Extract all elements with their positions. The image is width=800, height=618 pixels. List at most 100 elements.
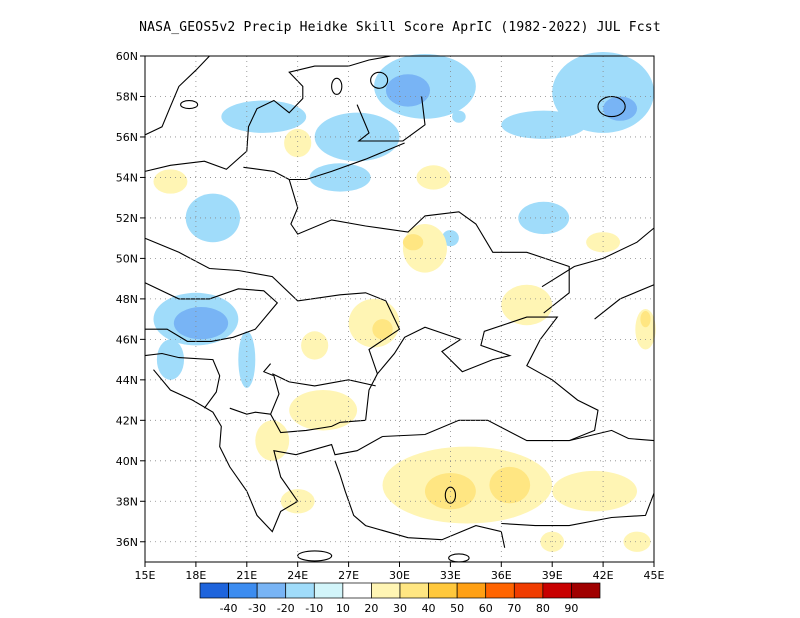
score-patch [518, 201, 570, 235]
latitude-axis: 60N 58N 56N 54N 52N 50N 48N 46N 44N 42N 40N 38N 36N [116, 50, 145, 549]
score-patch [385, 74, 431, 107]
boundary-line [144, 237, 401, 421]
score-patch [301, 331, 329, 360]
colorbar-swatch [371, 582, 401, 599]
colorbar-label: -40 [220, 602, 238, 615]
colorbar-swatch [428, 582, 458, 599]
lat-label: 46N [116, 333, 138, 346]
colorbar-label: 70 [507, 602, 521, 615]
coastlines-and-borders [144, 55, 655, 563]
lon-label: 42E [593, 569, 614, 582]
score-patch [284, 128, 312, 158]
score-patch [289, 389, 358, 431]
lon-label: 36E [491, 569, 512, 582]
boundary-line [272, 373, 376, 387]
island-outline [180, 100, 199, 110]
island-outline [597, 96, 626, 118]
colorbar-swatch [313, 582, 344, 599]
boundary-line [334, 460, 506, 548]
boundary-line [376, 316, 599, 442]
skill-score-field [153, 51, 656, 552]
boundary-line [356, 96, 426, 142]
score-patch [372, 319, 393, 340]
score-patch [185, 193, 241, 243]
colorbar-swatch [342, 582, 372, 599]
colorbar-label: 30 [393, 602, 407, 615]
score-patch [489, 466, 531, 504]
colorbar-swatch [456, 582, 487, 599]
lon-label: 15E [135, 569, 156, 582]
island-outline [444, 486, 457, 504]
score-patch [623, 531, 651, 552]
score-patch [173, 306, 229, 340]
longitude-axis: 15E 18E 21E 24E 27E 30E 33E 36E 39E 42E 45E [135, 562, 665, 582]
boundary-line [501, 493, 655, 527]
boundary-line [144, 55, 210, 136]
colorbar-swatch [542, 582, 572, 599]
lon-label: 24E [287, 569, 308, 582]
colorbar-label: -10 [305, 602, 323, 615]
score-patch [221, 100, 307, 133]
lat-label: 58N [116, 90, 138, 103]
score-patch [452, 110, 466, 123]
map-title: NASA_GEOS5v2 Precip Heidke Skill Score A… [139, 20, 661, 35]
score-patch [156, 339, 185, 380]
score-patch [501, 284, 553, 326]
lon-label: 39E [542, 569, 563, 582]
boundary-line [541, 227, 655, 288]
boundary-line [144, 282, 279, 342]
colorbar-swatch [256, 582, 287, 599]
lon-label: 21E [236, 569, 257, 582]
colorbar-label: 60 [479, 602, 493, 615]
lat-label: 40N [116, 455, 138, 468]
lat-label: 56N [116, 131, 138, 144]
island-outline [370, 71, 389, 89]
colorbar-label: 10 [336, 602, 350, 615]
score-patch [586, 232, 621, 253]
boundary-line [569, 429, 655, 442]
lat-label: 54N [116, 171, 138, 184]
score-patch [501, 110, 587, 139]
colorbar-label: 90 [564, 602, 578, 615]
island-outline [448, 553, 470, 563]
score-patch [603, 96, 638, 121]
lat-label: 36N [116, 536, 138, 549]
colorbar: -40 -30 -20 -10 10 20 30 40 50 60 70 80 90 [199, 582, 601, 615]
score-patch [255, 420, 290, 461]
lat-label: 52N [116, 212, 138, 225]
island-outline [297, 550, 333, 562]
lon-label: 18E [185, 569, 206, 582]
colorbar-swatch [399, 582, 429, 599]
boundary-line [144, 55, 392, 172]
lat-label: 48N [116, 293, 138, 306]
lat-label: 42N [116, 414, 138, 427]
colorbar-label: 50 [450, 602, 464, 615]
lat-label: 50N [116, 252, 138, 265]
score-patch [348, 298, 400, 348]
colorbar-swatch [199, 582, 229, 599]
boundary-line [153, 369, 383, 533]
score-patch [640, 311, 651, 328]
lat-label: 60N [116, 50, 138, 63]
colorbar-swatch [485, 582, 515, 599]
colorbar-swatch [513, 582, 544, 599]
lat-label: 44N [116, 374, 138, 387]
boundary-line [289, 142, 405, 181]
boundary-line [243, 166, 290, 180]
lon-label: 27E [338, 569, 359, 582]
score-patch [402, 234, 424, 251]
island-outline [331, 77, 343, 95]
score-patch [153, 169, 188, 194]
colorbar-label: 20 [364, 602, 378, 615]
colorbar-label: 80 [536, 602, 550, 615]
colorbar-swatch [228, 582, 258, 599]
colorbar-label: 40 [422, 602, 436, 615]
lat-label: 38N [116, 495, 138, 508]
score-patch [552, 470, 638, 512]
boundary-line [288, 179, 570, 314]
colorbar-swatch [571, 582, 601, 599]
colorbar-label: -20 [277, 602, 295, 615]
lon-label: 33E [440, 569, 461, 582]
boundary-line [229, 407, 271, 415]
